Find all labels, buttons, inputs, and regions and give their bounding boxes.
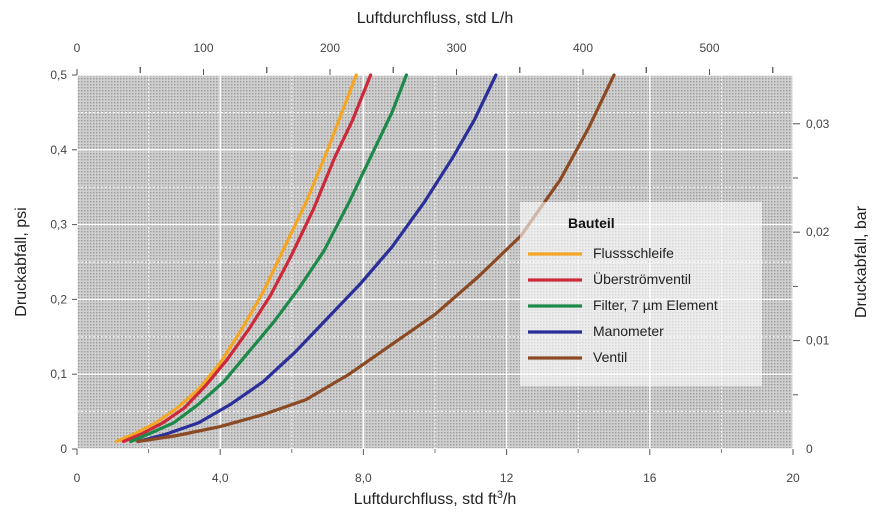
y-right-tick-label: 0,03 <box>806 117 830 131</box>
legend: Bauteil Flussschleife Überströmventil Filt… <box>520 202 762 386</box>
y-left-axis-title: Druckabfall, psi <box>13 207 30 316</box>
x-bottom-tick-label: 20 <box>786 471 800 485</box>
legend-label: Ventil <box>593 349 627 365</box>
series-line-4 <box>136 73 498 444</box>
x-top-axis-title: Luftdurchfluss, std L/h <box>357 10 514 27</box>
y-left-tick-label: 0,2 <box>50 292 67 306</box>
x-bottom-axis-title: Luftdurchfluss, std ft3/h <box>354 489 517 508</box>
x-top-tick-label: 300 <box>446 41 466 55</box>
x-top-tick-label: 400 <box>573 41 593 55</box>
y-right-tick-label: 0,01 <box>806 334 830 348</box>
legend-background <box>520 202 762 386</box>
series-line-5 <box>136 73 616 444</box>
data-series <box>114 73 616 444</box>
x-top-tick-label: 0 <box>74 41 81 55</box>
y-right-tick-label: 0 <box>806 442 813 456</box>
x-bottom-tick-label: 4,0 <box>212 471 229 485</box>
y-right-axis-title: Druckabfall, bar <box>853 205 870 318</box>
x-bottom-tick-label: 16 <box>643 471 657 485</box>
axes: 0 4,0 8,0 12 16 200 100 200 300 400 50000,10,20,30… <box>50 41 829 485</box>
y-left-tick-label: 0 <box>60 442 67 456</box>
legend-items: Flussschleife Überströmventil Filter, 7 µm… <box>528 245 718 365</box>
x-top-tick-label: 100 <box>193 41 213 55</box>
x-top-tick-label: 200 <box>320 41 340 55</box>
series-line-3 <box>129 73 408 444</box>
series-line-2 <box>121 73 373 444</box>
legend-label: Flussschleife <box>593 245 674 261</box>
y-left-tick-label: 0,3 <box>50 218 67 232</box>
x-top-tick-label: 500 <box>699 41 719 55</box>
y-left-tick-label: 0,5 <box>50 68 67 82</box>
y-right-tick-label: 0,02 <box>806 225 830 239</box>
y-left-tick-label: 0,1 <box>50 367 67 381</box>
x-bottom-tick-label: 0 <box>74 471 81 485</box>
x-bottom-tick-label: 12 <box>500 471 514 485</box>
legend-label: Überströmventil <box>593 270 691 287</box>
legend-label: Manometer <box>593 323 664 339</box>
series-line-1 <box>114 73 358 444</box>
y-left-tick-label: 0,4 <box>50 143 67 157</box>
x-bottom-tick-label: 8,0 <box>355 471 372 485</box>
legend-label: Filter, 7 µm Element <box>593 297 718 313</box>
legend-title: Bauteil <box>568 215 615 231</box>
